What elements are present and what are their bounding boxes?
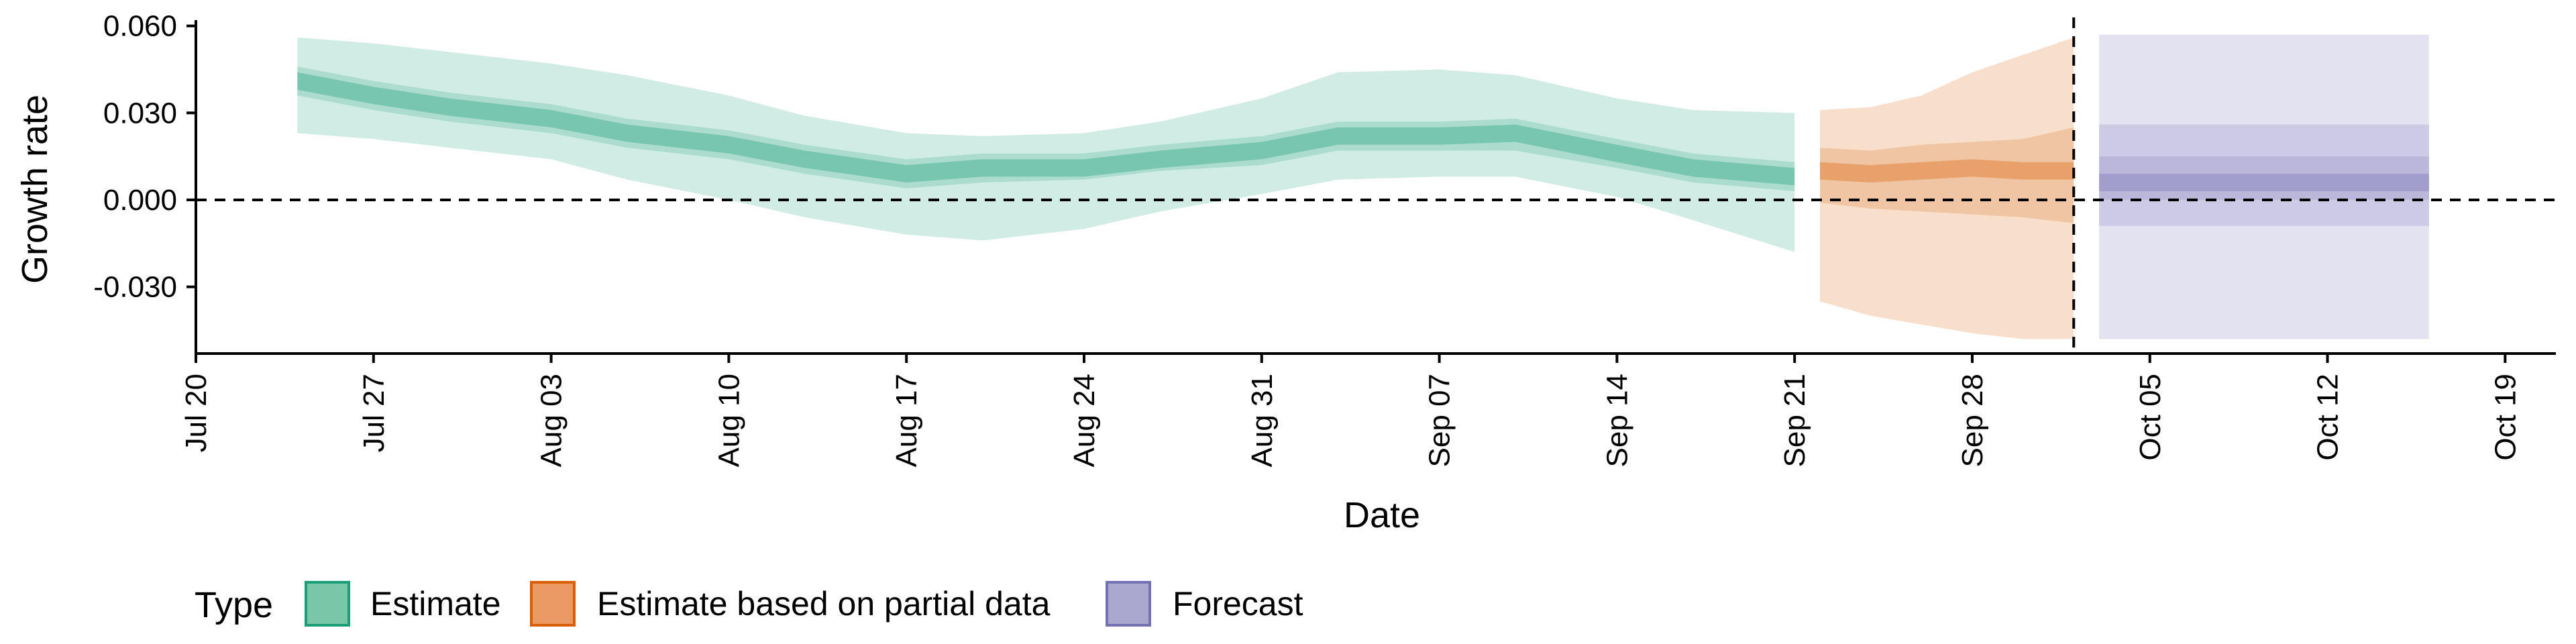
y-tick-label: 0.030 <box>103 97 177 129</box>
band-90-estimate <box>297 37 1795 252</box>
x-tick-label: Aug 31 <box>1246 374 1279 467</box>
series-estimate <box>297 37 1795 252</box>
x-tick-label: Aug 10 <box>712 374 745 467</box>
band-90-estimate-based-on-partial-data <box>1820 37 2074 339</box>
y-tick-label: 0.000 <box>103 184 177 217</box>
x-ticks: Jul 20 Jul 27 Aug 03 Aug 10 Aug 17 Aug 24 Aug … <box>180 354 2522 467</box>
x-tick-label: Aug 03 <box>535 374 568 467</box>
x-axis-title: Date <box>1344 495 1420 535</box>
x-tick-label: Sep 28 <box>1956 374 1989 467</box>
legend-key-partial <box>530 581 576 627</box>
y-tick-label: -0.030 <box>93 271 177 304</box>
x-tick-label: Jul 27 <box>358 374 390 452</box>
band-50-estimate <box>297 66 1795 191</box>
x-tick-label: Aug 24 <box>1068 374 1101 467</box>
x-tick-label: Sep 07 <box>1424 374 1456 467</box>
x-tick-label: Oct 12 <box>2312 374 2345 461</box>
median-estimate <box>297 72 1795 186</box>
x-tick-label: Aug 17 <box>890 374 923 467</box>
legend-label-estimate: Estimate <box>370 585 501 623</box>
band-50-forecast <box>2099 156 2429 200</box>
y-ticks: -0.030 0.000 0.030 0.060 <box>93 10 196 304</box>
axes <box>195 20 2556 355</box>
x-tick-label: Oct 05 <box>2134 374 2167 461</box>
series-forecast <box>2099 34 2429 339</box>
series-estimate-based-on-partial-data <box>1820 37 2074 339</box>
x-tick-label: Oct 19 <box>2489 374 2522 461</box>
x-tick-label: Sep 21 <box>1778 374 1811 467</box>
legend: Type Estimate Estimate based on partial … <box>195 581 1303 627</box>
y-axis-title: Growth rate <box>15 95 55 284</box>
band-90-forecast <box>2099 34 2429 339</box>
y-tick-label: 0.060 <box>103 10 177 43</box>
band-50-estimate-based-on-partial-data <box>1820 127 2074 223</box>
median-estimate-based-on-partial-data <box>1820 159 2074 182</box>
legend-key-estimate <box>305 581 350 627</box>
x-tick-label: Jul 20 <box>180 374 213 452</box>
legend-label-forecast: Forecast <box>1173 585 1303 623</box>
legend-label-partial: Estimate based on partial data <box>597 585 1051 623</box>
legend-title: Type <box>195 585 273 625</box>
legend-key-forecast <box>1106 581 1151 627</box>
x-tick-label: Sep 14 <box>1601 374 1633 467</box>
median-forecast <box>2099 174 2429 191</box>
uncertainty-bands <box>297 34 2429 339</box>
